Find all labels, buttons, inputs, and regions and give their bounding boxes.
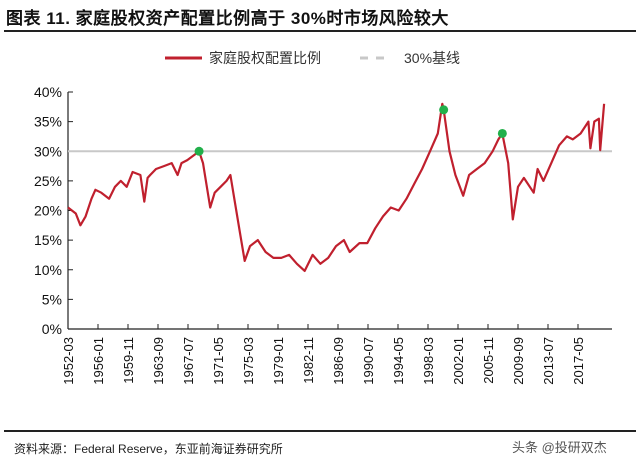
x-tick-label: 2005-11: [481, 337, 496, 384]
x-tick-label: 1982-11: [301, 337, 316, 384]
line-chart: 0% 5% 10% 15% 20% 25% 30% 35% 40% 1952-03 1956-01 1…: [34, 50, 612, 385]
y-tick-label: 5%: [42, 291, 62, 307]
y-tick-label: 40%: [34, 84, 62, 100]
x-tick-label: 1979-01: [271, 337, 286, 385]
x-tick-label: 1959-11: [121, 337, 136, 384]
chart-title: 图表 11. 家庭股权资产配置比例高于 30%时市场风险较大: [6, 9, 449, 28]
x-tick-label: 1994-05: [391, 337, 406, 385]
x-tick-label: 1998-03: [421, 337, 436, 385]
x-tick-label: 2009-09: [511, 337, 526, 385]
x-tick-label: 2013-07: [541, 337, 556, 385]
y-tick-label: 15%: [34, 232, 62, 248]
y-tick-label: 20%: [34, 203, 62, 219]
series-line-household-equity: [67, 102, 606, 272]
x-tick-label: 1963-09: [151, 337, 166, 385]
y-tick-label: 35%: [34, 114, 62, 130]
peak-marker: [439, 105, 449, 115]
y-tick-label: 10%: [34, 262, 62, 278]
x-tick-label: 1952-03: [61, 337, 76, 385]
x-tick-label: 1956-01: [91, 337, 106, 385]
x-tick-label: 2002-01: [451, 337, 466, 385]
legend-label-baseline: 30%基线: [404, 50, 460, 66]
x-tick-label: 1967-07: [181, 337, 196, 385]
legend-label-series: 家庭股权配置比例: [209, 50, 321, 66]
footer-divider: [4, 430, 636, 432]
x-tick-label: 2017-05: [571, 337, 586, 385]
x-tick-label: 1975-03: [241, 337, 256, 385]
x-tick-label: 1986-09: [331, 337, 346, 385]
x-tick-label: 1990-07: [361, 337, 376, 385]
y-tick-label: 0%: [42, 321, 62, 337]
title-divider: [4, 30, 636, 32]
source-note: 资料来源：Federal Reserve，东亚前海证券研究所: [14, 442, 283, 456]
y-tick-label: 30%: [34, 143, 62, 159]
watermark: 头条 @投研双杰: [512, 440, 607, 455]
peak-marker: [497, 128, 507, 138]
x-tick-label: 1971-05: [211, 337, 226, 385]
peak-marker: [194, 146, 204, 156]
y-tick-label: 25%: [34, 173, 62, 189]
